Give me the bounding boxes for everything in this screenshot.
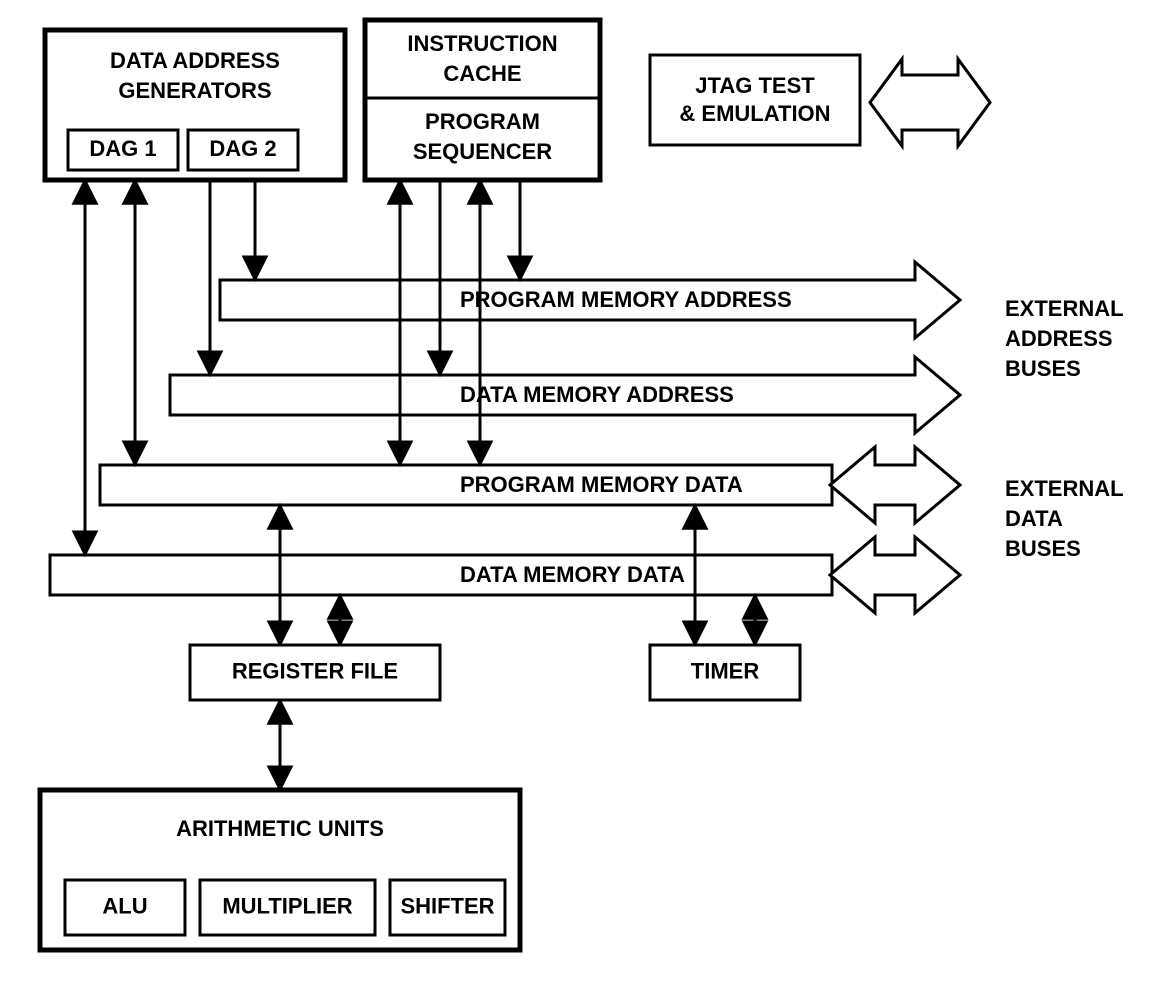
svg-text:INSTRUCTION: INSTRUCTION	[407, 31, 557, 56]
svg-text:ADDRESS: ADDRESS	[1005, 326, 1113, 351]
svg-text:ALU: ALU	[102, 893, 147, 918]
block-diagram: PROGRAM MEMORY ADDRESS DATA MEMORY ADDRES…	[0, 0, 1158, 982]
svg-text:BUSES: BUSES	[1005, 356, 1081, 381]
svg-text:DATA MEMORY ADDRESS: DATA MEMORY ADDRESS	[460, 382, 734, 407]
svg-text:BUSES: BUSES	[1005, 536, 1081, 561]
svg-text:PROGRAM: PROGRAM	[425, 109, 540, 134]
svg-text:DATA ADDRESS: DATA ADDRESS	[110, 48, 280, 73]
svg-text:CACHE: CACHE	[443, 61, 521, 86]
svg-text:GENERATORS: GENERATORS	[118, 78, 271, 103]
svg-text:TIMER: TIMER	[691, 658, 760, 683]
svg-text:ARITHMETIC UNITS: ARITHMETIC UNITS	[176, 816, 384, 841]
svg-text:& EMULATION: & EMULATION	[679, 101, 830, 126]
svg-text:EXTERNAL: EXTERNAL	[1005, 476, 1124, 501]
svg-text:EXTERNAL: EXTERNAL	[1005, 296, 1124, 321]
svg-text:PROGRAM MEMORY ADDRESS: PROGRAM MEMORY ADDRESS	[460, 287, 792, 312]
svg-text:DAG 2: DAG 2	[209, 136, 276, 161]
svg-text:DATA: DATA	[1005, 506, 1063, 531]
svg-text:REGISTER FILE: REGISTER FILE	[232, 658, 398, 683]
svg-text:SEQUENCER: SEQUENCER	[413, 139, 552, 164]
svg-text:MULTIPLIER: MULTIPLIER	[222, 893, 352, 918]
svg-text:DAG 1: DAG 1	[89, 136, 156, 161]
svg-text:DATA MEMORY DATA: DATA MEMORY DATA	[460, 562, 685, 587]
svg-text:JTAG TEST: JTAG TEST	[695, 73, 815, 98]
svg-text:PROGRAM MEMORY DATA: PROGRAM MEMORY DATA	[460, 472, 743, 497]
svg-text:SHIFTER: SHIFTER	[400, 893, 494, 918]
